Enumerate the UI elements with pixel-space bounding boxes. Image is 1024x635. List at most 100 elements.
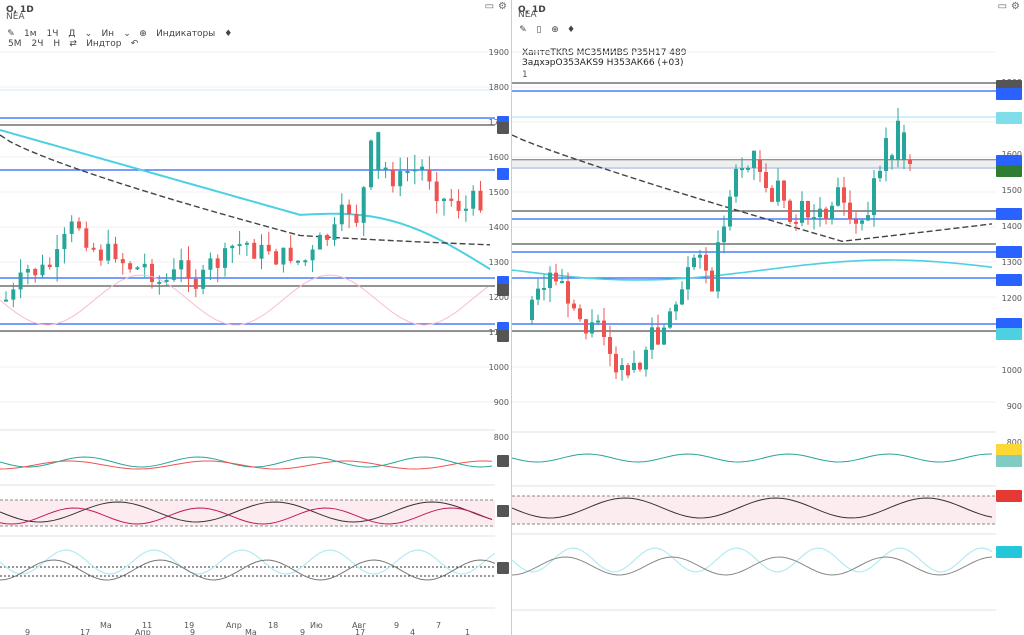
price-tag <box>996 165 1022 177</box>
right-chart-panel[interactable]: O, 1D NEA ✎ ▯ ⊕ ♦ ХантеTKRS МС35МИВS Р35… <box>512 0 1024 635</box>
undo-icon[interactable]: ↶ <box>130 39 139 49</box>
candle-body <box>812 217 816 220</box>
interval-1m[interactable]: 1м <box>24 29 37 39</box>
settings-icon[interactable]: ⚙ <box>1011 1 1020 12</box>
candle-body <box>303 260 308 263</box>
candle-body <box>758 160 762 172</box>
interval-day[interactable]: Д <box>68 29 76 39</box>
candle-body <box>848 202 852 220</box>
candle-body <box>223 248 227 268</box>
candle-body <box>128 263 133 270</box>
chevron-down-icon[interactable]: ⌄ <box>123 29 131 39</box>
interval-week[interactable]: Н <box>53 39 61 49</box>
exchange-label: NEA <box>6 12 25 22</box>
settings-icon[interactable]: ⚙ <box>498 1 507 12</box>
price-tag <box>996 274 1022 286</box>
chevron-down-icon[interactable]: ⌄ <box>84 29 93 39</box>
compare-icon[interactable]: ⇄ <box>69 39 77 49</box>
maximize-icon[interactable]: ▭ <box>484 1 495 12</box>
candle-body <box>890 155 894 160</box>
candle-body <box>281 247 286 265</box>
price-tick: 1400 <box>488 223 509 232</box>
indicator-legend-1[interactable]: ХантеTKRS МС35МИВS Р35Н17 489 <box>522 48 687 58</box>
left-symbol-bar: O, 1D <box>0 2 511 18</box>
candle-body <box>310 249 315 261</box>
price-tag <box>996 490 1022 502</box>
candle-body <box>193 278 198 289</box>
alert-icon[interactable]: ♦ <box>566 25 576 35</box>
candle-body <box>632 362 636 370</box>
candle-body <box>113 243 118 260</box>
candle-body <box>662 327 666 345</box>
candle-body <box>866 215 870 221</box>
alert-icon[interactable]: ♦ <box>224 29 233 39</box>
candles-icon[interactable]: ▯ <box>536 25 542 35</box>
candle-body <box>692 257 696 268</box>
price-tick: 1200 <box>488 293 509 302</box>
candle-body <box>325 234 330 240</box>
price-tag <box>497 168 509 180</box>
candle-body <box>626 365 630 376</box>
left-toolbar-2: 5М 2Ч Н ⇄ Индтор ↶ <box>0 36 511 52</box>
price-tick: 900 <box>1006 402 1022 411</box>
time-tick: 7 <box>436 621 442 630</box>
candle-body <box>836 187 840 206</box>
candle-body <box>728 196 732 227</box>
indicators-button[interactable]: Индикаторы <box>156 29 216 39</box>
candle-body <box>530 299 534 320</box>
candle-body <box>69 221 74 234</box>
indicator-template[interactable]: Индтор <box>86 39 122 49</box>
candle-body <box>638 362 642 370</box>
indicators-icon[interactable]: ⊕ <box>139 29 147 39</box>
price-tag <box>996 88 1022 100</box>
interval-custom[interactable]: Ин <box>101 29 115 39</box>
candle-body <box>614 353 618 373</box>
price-tag <box>996 444 1022 456</box>
pencil-icon[interactable]: ✎ <box>519 25 527 35</box>
right-top-icons: ▭ ⚙ <box>998 1 1020 12</box>
candle-body <box>788 200 792 222</box>
candle-body <box>215 258 220 268</box>
candle-body <box>908 160 912 164</box>
symbol-label[interactable]: O, 1D <box>6 5 34 15</box>
oscillator-line <box>0 460 493 470</box>
candle-body <box>536 288 540 300</box>
time-tick: Ию <box>310 621 323 630</box>
symbol-label[interactable]: O, 1D <box>518 5 546 15</box>
maximize-icon[interactable]: ▭ <box>997 1 1008 12</box>
interval-1h[interactable]: 1Ч <box>46 29 59 39</box>
candle-body <box>478 190 483 211</box>
candle-body <box>456 200 461 211</box>
time-tick: Авг <box>352 621 367 630</box>
candle-body <box>818 208 822 218</box>
right-chart-canvas[interactable] <box>512 0 1024 635</box>
price-tick: 1600 <box>1002 150 1022 159</box>
candle-body <box>620 365 624 370</box>
oscillator-line <box>0 507 493 525</box>
candle-body <box>842 187 846 203</box>
candle-body <box>179 260 184 270</box>
interval-2h[interactable]: 2Ч <box>31 39 44 49</box>
interval-5m[interactable]: 5М <box>8 39 22 49</box>
candle-body <box>77 221 81 229</box>
price-tick: 1900 <box>488 48 509 57</box>
oscillator-line <box>0 549 496 575</box>
time-tick: Ма <box>100 621 112 630</box>
candle-body <box>157 281 162 284</box>
candle-body <box>84 228 89 248</box>
price-tick: 1300 <box>488 258 509 267</box>
candle-body <box>33 268 38 276</box>
candle-body <box>746 167 750 170</box>
candle-body <box>596 320 600 323</box>
indicator-legend-3[interactable]: 1 <box>522 70 528 80</box>
time-tick: 9 <box>25 628 31 635</box>
pencil-icon[interactable]: ✎ <box>7 29 15 39</box>
candle-body <box>602 320 606 337</box>
left-chart-canvas[interactable] <box>0 0 511 635</box>
candle-body <box>770 188 774 202</box>
left-chart-panel[interactable]: O, 1D NEA ✎ 1м 1Ч Д ⌄ Ин ⌄ ⊕ Индикаторы … <box>0 0 512 635</box>
indicator-legend-2[interactable]: ЗадхэрО35ЗАКS9 Н35ЗАК66 (+03) <box>522 58 684 68</box>
indicators-icon[interactable]: ⊕ <box>551 25 559 35</box>
oscillator-line <box>0 456 493 468</box>
candle-body <box>740 168 744 171</box>
